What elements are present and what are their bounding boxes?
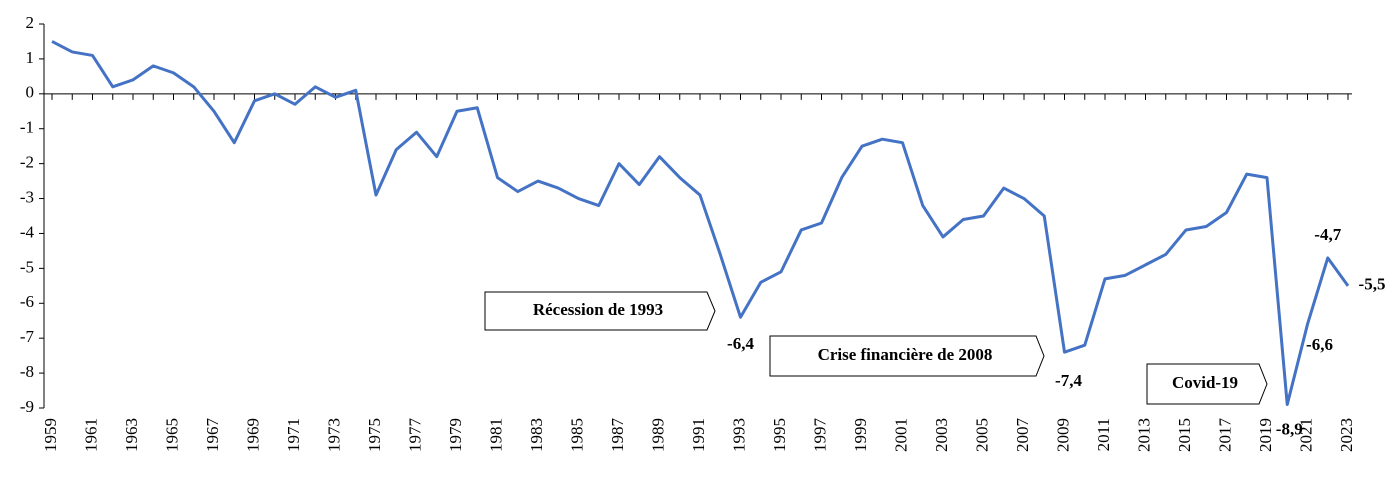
x-tick-label: 1971 [284, 418, 303, 452]
value-label: -6,4 [727, 334, 754, 353]
x-tick-label: 1999 [851, 418, 870, 452]
x-tick-label: 1973 [324, 418, 343, 452]
x-tick-label: 2013 [1134, 418, 1153, 452]
y-tick-label: 2 [26, 13, 35, 32]
annotation-text: Récession de 1993 [533, 300, 663, 319]
x-tick-label: 1969 [243, 418, 262, 452]
y-tick-label: 0 [26, 83, 35, 102]
x-tick-label: 1965 [162, 418, 181, 452]
x-tick-label: 2011 [1094, 418, 1113, 451]
y-tick-label: -8 [20, 362, 34, 381]
x-tick-label: 2021 [1296, 418, 1315, 452]
value-label: -7,4 [1055, 371, 1082, 390]
annotation-text: Crise financière de 2008 [818, 345, 993, 364]
y-tick-label: -3 [20, 187, 34, 206]
x-tick-label: 1985 [567, 418, 586, 452]
y-tick-label: -2 [20, 153, 34, 172]
x-tick-label: 2005 [972, 418, 991, 452]
x-tick-label: 1961 [81, 418, 100, 452]
x-tick-label: 1977 [405, 418, 424, 453]
y-tick-label: 1 [26, 48, 35, 67]
data-line [51, 40, 1350, 407]
y-tick-label: -5 [20, 257, 34, 276]
x-tick-label: 2023 [1337, 418, 1356, 452]
annotation-box [484, 291, 716, 331]
annotation-box [1146, 363, 1268, 405]
x-tick-label: 2015 [1175, 418, 1194, 452]
x-tick-label: 2017 [1215, 418, 1234, 453]
value-label: -4,7 [1314, 225, 1341, 244]
value-label: -8,9 [1276, 419, 1303, 438]
x-tick-label: 1995 [770, 418, 789, 452]
x-tick-label: 2007 [1013, 418, 1032, 453]
x-tick-label: 1963 [122, 418, 141, 452]
x-tick-label: 1987 [608, 418, 627, 453]
y-tick-label: -7 [20, 327, 35, 346]
x-tick-label: 1981 [486, 418, 505, 452]
annotation-text: Covid-19 [1172, 373, 1238, 392]
y-tick-label: -4 [20, 222, 35, 241]
x-tick-label: 2009 [1053, 418, 1072, 452]
x-tick-label: 1993 [729, 418, 748, 452]
y-tick-label: -1 [20, 118, 34, 137]
x-tick-label: 1979 [446, 418, 465, 452]
x-tick-label: 1975 [365, 418, 384, 452]
x-tick-label: 1983 [527, 418, 546, 452]
value-label: -6,6 [1306, 335, 1333, 354]
y-tick-label: -6 [20, 292, 34, 311]
value-label: -5,5 [1359, 275, 1386, 294]
x-tick-label: 1967 [203, 418, 222, 453]
x-tick-label: 1997 [810, 418, 829, 453]
x-tick-label: 1991 [689, 418, 708, 452]
x-tick-label: 2019 [1256, 418, 1275, 452]
x-tick-label: 1989 [648, 418, 667, 452]
x-tick-label: 2003 [932, 418, 951, 452]
x-tick-label: 1959 [41, 418, 60, 452]
x-tick-label: 2001 [891, 418, 910, 452]
y-tick-label: -9 [20, 397, 34, 416]
annotation-box [769, 335, 1045, 377]
